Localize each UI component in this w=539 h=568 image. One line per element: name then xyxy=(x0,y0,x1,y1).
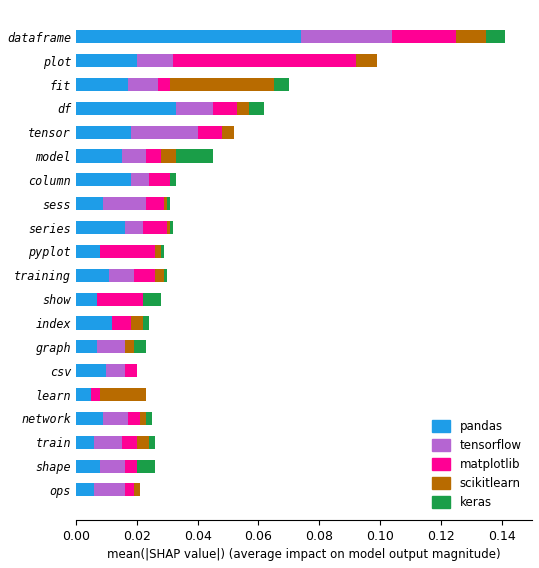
Bar xyxy=(392,30,456,43)
Bar xyxy=(146,412,152,425)
Bar xyxy=(103,197,146,210)
Bar xyxy=(198,126,222,139)
Bar xyxy=(76,54,137,67)
Bar xyxy=(76,460,100,473)
X-axis label: mean(|SHAP value|) (average impact on model output magnitude): mean(|SHAP value|) (average impact on mo… xyxy=(107,548,501,561)
Bar xyxy=(76,245,100,258)
Bar xyxy=(100,388,146,401)
Bar xyxy=(158,78,170,91)
Bar xyxy=(164,269,167,282)
Bar xyxy=(143,293,161,306)
Bar xyxy=(301,30,392,43)
Bar xyxy=(146,149,161,162)
Bar xyxy=(486,30,505,43)
Bar xyxy=(125,483,134,496)
Bar xyxy=(76,30,301,43)
Legend: pandas, tensorflow, matplotlib, scikitlearn, keras: pandas, tensorflow, matplotlib, scikitle… xyxy=(427,416,526,514)
Bar xyxy=(125,340,134,353)
Bar xyxy=(76,364,106,377)
Bar xyxy=(76,221,125,234)
Bar xyxy=(222,126,234,139)
Bar xyxy=(76,102,176,115)
Bar xyxy=(356,54,377,67)
Bar xyxy=(76,340,97,353)
Bar xyxy=(134,269,155,282)
Bar xyxy=(128,78,158,91)
Bar xyxy=(76,436,94,449)
Bar xyxy=(103,412,128,425)
Bar xyxy=(146,197,164,210)
Bar xyxy=(113,316,130,329)
Bar xyxy=(76,173,130,186)
Bar xyxy=(125,221,143,234)
Bar xyxy=(155,269,164,282)
Bar xyxy=(76,269,109,282)
Bar xyxy=(76,149,121,162)
Bar xyxy=(170,221,173,234)
Bar xyxy=(237,102,249,115)
Bar xyxy=(121,436,137,449)
Bar xyxy=(137,436,149,449)
Bar xyxy=(106,364,125,377)
Bar xyxy=(173,54,356,67)
Bar xyxy=(137,460,155,473)
Bar xyxy=(155,245,161,258)
Bar xyxy=(76,293,97,306)
Bar xyxy=(100,460,125,473)
Bar xyxy=(274,78,289,91)
Bar xyxy=(125,364,137,377)
Bar xyxy=(249,102,265,115)
Bar xyxy=(213,102,237,115)
Bar xyxy=(97,293,143,306)
Bar xyxy=(143,316,149,329)
Bar xyxy=(134,340,146,353)
Bar xyxy=(143,221,167,234)
Bar xyxy=(76,412,103,425)
Bar xyxy=(130,126,198,139)
Bar xyxy=(97,340,125,353)
Bar xyxy=(137,54,173,67)
Bar xyxy=(161,245,164,258)
Bar xyxy=(134,483,140,496)
Bar xyxy=(149,173,170,186)
Bar xyxy=(149,436,155,449)
Bar xyxy=(91,388,100,401)
Bar xyxy=(76,483,94,496)
Bar xyxy=(109,269,134,282)
Bar xyxy=(170,78,274,91)
Bar xyxy=(130,316,143,329)
Bar xyxy=(140,412,146,425)
Bar xyxy=(76,316,113,329)
Bar xyxy=(167,221,170,234)
Bar xyxy=(176,149,213,162)
Bar xyxy=(130,173,149,186)
Bar xyxy=(94,483,125,496)
Bar xyxy=(128,412,140,425)
Bar xyxy=(176,102,213,115)
Bar xyxy=(125,460,137,473)
Bar xyxy=(76,78,128,91)
Bar xyxy=(94,436,121,449)
Bar xyxy=(100,245,155,258)
Bar xyxy=(161,149,176,162)
Bar xyxy=(121,149,146,162)
Bar xyxy=(76,197,103,210)
Bar xyxy=(76,126,130,139)
Bar xyxy=(170,173,176,186)
Bar xyxy=(456,30,486,43)
Bar xyxy=(167,197,170,210)
Bar xyxy=(164,197,167,210)
Bar xyxy=(76,388,91,401)
